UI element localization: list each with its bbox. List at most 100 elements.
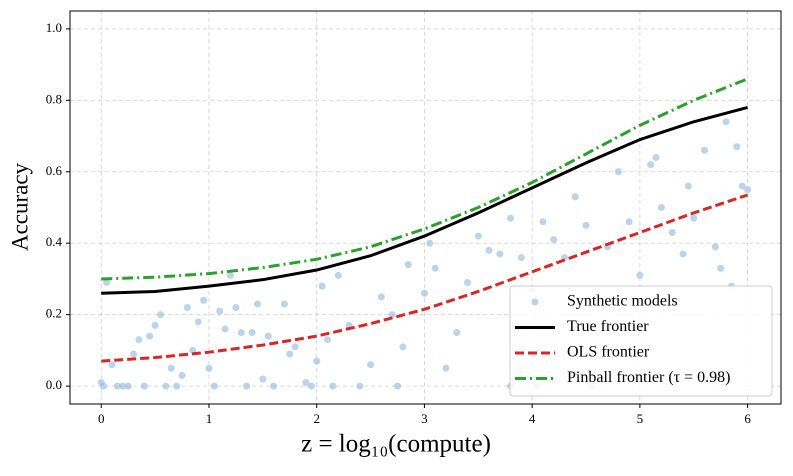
data-point (108, 361, 116, 369)
data-point (738, 182, 746, 190)
data-point (388, 311, 396, 319)
data-point (307, 382, 315, 390)
x-tick-label: 0 (98, 411, 105, 426)
y-tick-label: 0.4 (46, 234, 63, 249)
legend-marker (531, 298, 539, 306)
line-series (101, 106, 748, 295)
data-point (270, 382, 278, 390)
data-point (453, 329, 461, 337)
x-tick-label: 4 (529, 411, 536, 426)
data-point (356, 382, 364, 390)
legend-label: Synthetic models (567, 293, 678, 310)
data-point (690, 214, 698, 222)
data-point (711, 243, 719, 251)
data-point (582, 221, 590, 229)
data-point (474, 232, 482, 240)
data-point (614, 168, 622, 176)
plot-frame (69, 10, 782, 405)
x-tick-label: 5 (637, 411, 644, 426)
data-point (280, 300, 288, 308)
data-point (550, 236, 558, 244)
data-point (135, 336, 143, 344)
y-tick-label: 0.2 (46, 306, 62, 321)
data-point (323, 336, 331, 344)
data-point (539, 218, 547, 226)
data-point (200, 296, 208, 304)
data-point (167, 364, 175, 372)
y-tick-label: 1.0 (46, 20, 62, 35)
data-point (744, 186, 752, 194)
data-point (99, 382, 107, 390)
legend-box (509, 285, 773, 397)
data-point (103, 279, 111, 287)
legend-label: True frontier (567, 318, 649, 335)
data-point (625, 218, 633, 226)
data-point (393, 382, 401, 390)
data-point (507, 214, 515, 222)
data-point (173, 382, 181, 390)
data-point (237, 329, 245, 337)
data-point (302, 379, 310, 387)
data-point (318, 282, 326, 290)
data-point (113, 382, 121, 390)
data-point (243, 382, 251, 390)
data-point (264, 332, 272, 340)
x-axis-label: z = log₁₀(compute) (301, 431, 491, 458)
data-point (464, 279, 472, 287)
data-point (517, 254, 525, 262)
legend-label: OLS frontier (567, 344, 650, 361)
data-point (313, 357, 321, 365)
data-point (259, 375, 267, 383)
data-point (717, 264, 725, 272)
y-tick-label: 0.8 (46, 91, 62, 106)
data-point (722, 118, 730, 126)
data-point (485, 246, 493, 254)
y-tick-label: 0.6 (46, 163, 63, 178)
data-point (210, 382, 218, 390)
data-point (329, 382, 337, 390)
data-point (130, 350, 138, 358)
data-point (286, 350, 294, 358)
data-point (216, 307, 224, 315)
data-point (119, 382, 127, 390)
data-point (496, 250, 504, 258)
data-point (399, 343, 407, 351)
data-point (194, 318, 202, 326)
data-point (156, 311, 164, 319)
data-point (232, 304, 240, 312)
x-tick-label: 3 (421, 411, 428, 426)
data-point (668, 229, 676, 237)
x-tick-label: 2 (313, 411, 320, 426)
data-point (684, 182, 692, 190)
data-point (679, 250, 687, 258)
data-point (248, 329, 256, 337)
data-point (701, 146, 709, 154)
data-point (647, 161, 655, 169)
data-point (205, 364, 213, 372)
data-point (657, 204, 665, 211)
data-point (404, 261, 412, 269)
y-tick-label: 0.0 (46, 377, 62, 392)
data-point (571, 193, 579, 201)
data-point (221, 325, 229, 333)
data-point (636, 271, 644, 279)
y-axis-label: Accuracy (7, 162, 32, 251)
data-point (253, 300, 261, 308)
data-point (420, 289, 428, 297)
data-point (227, 271, 235, 279)
data-point (124, 382, 132, 390)
data-point (733, 143, 741, 151)
data-point (140, 382, 148, 390)
data-point (146, 332, 154, 340)
data-point (431, 264, 439, 272)
data-point (442, 364, 450, 372)
data-point (426, 239, 434, 247)
data-point (151, 321, 159, 329)
data-point (377, 293, 385, 301)
x-tick-label: 6 (744, 411, 751, 426)
data-point (178, 371, 186, 379)
x-tick-label: 1 (206, 411, 213, 426)
line-series (101, 193, 749, 363)
line-series (101, 77, 749, 281)
data-point (291, 343, 299, 351)
